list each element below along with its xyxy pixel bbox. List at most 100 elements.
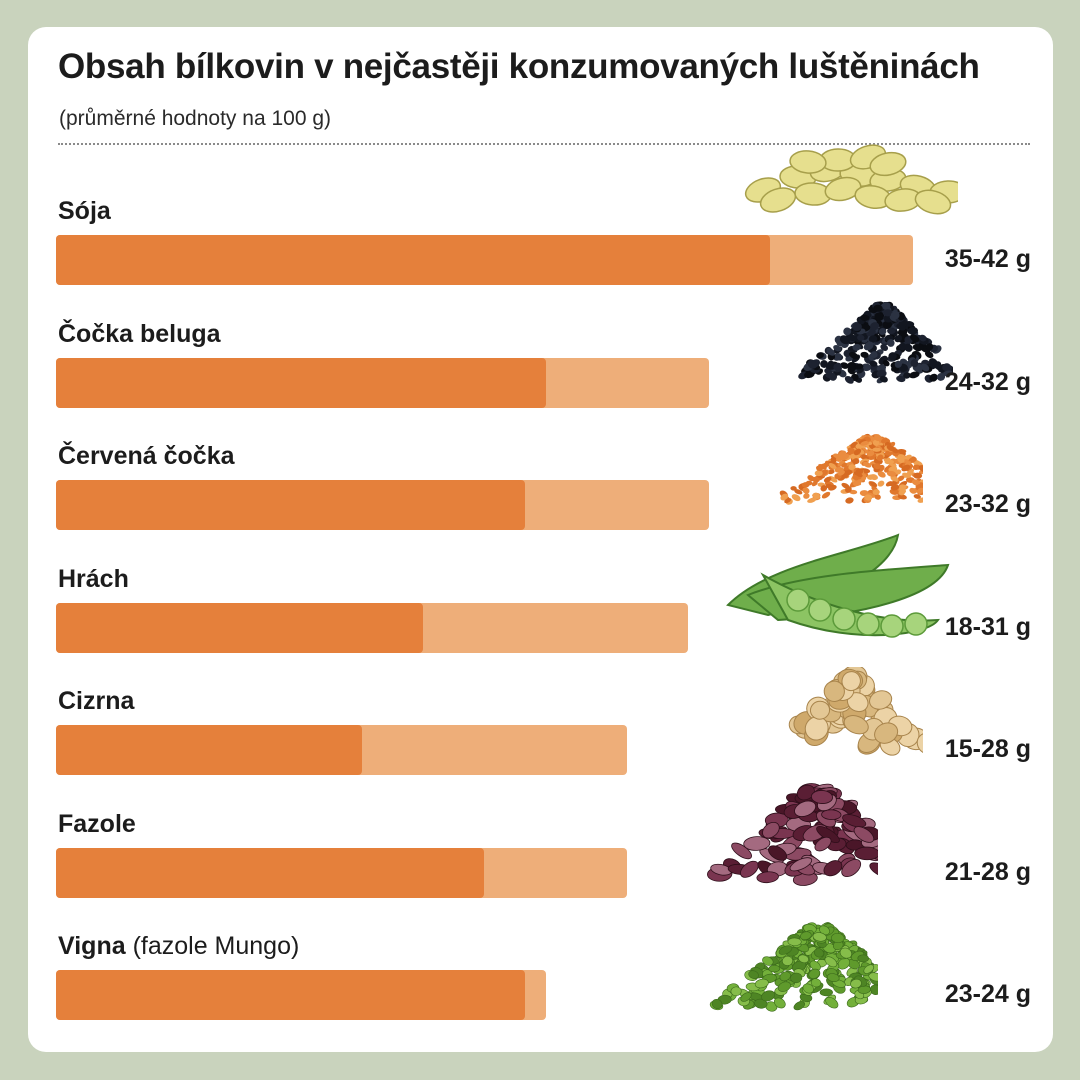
black-lentil	[942, 362, 952, 371]
black-lentil	[869, 360, 878, 367]
red-lentil	[872, 439, 880, 446]
chart-subtitle: (průměrné hodnoty na 100 g)	[59, 107, 332, 130]
red-lentil	[816, 465, 823, 472]
red-lentil	[841, 462, 848, 468]
red-lentil	[902, 472, 911, 478]
red-lentil	[909, 487, 917, 494]
red-lentil	[852, 474, 859, 481]
red-lentil	[898, 490, 905, 496]
red-lentil	[794, 489, 803, 495]
infographic-card: Obsah bílkovin v nejčastěji konzumovanýc…	[28, 27, 1053, 1052]
bar-max-range	[56, 970, 546, 1020]
black-lentil	[920, 363, 930, 371]
mung-bean	[754, 998, 768, 1009]
bar-row: Cizrna 15-28 g	[28, 667, 1053, 797]
chickpea	[869, 690, 893, 710]
mung-bean	[809, 960, 821, 971]
mung-bean	[808, 968, 821, 979]
red-lentil	[912, 464, 921, 471]
kidney-bean	[789, 856, 813, 871]
black-lentil	[873, 304, 883, 312]
red-lentil	[873, 463, 881, 470]
red-lentil	[886, 470, 897, 477]
black-lentil	[833, 344, 842, 351]
pea	[904, 611, 928, 636]
kidney-bean	[854, 846, 878, 860]
black-lentil	[844, 375, 854, 384]
kidney-bean	[762, 821, 780, 838]
kidney-bean	[869, 861, 878, 878]
kidney-bean	[842, 813, 867, 828]
black-lentils-icon	[798, 300, 953, 384]
red-lentil	[837, 470, 845, 476]
red-lentil	[864, 494, 873, 501]
mung-bean	[790, 972, 803, 984]
kidney-bean	[796, 784, 815, 800]
bar-max-range	[56, 725, 628, 775]
mung-bean	[754, 978, 769, 989]
mung-bean	[857, 954, 869, 963]
category-name: Červená čočka	[58, 442, 235, 470]
red-lentil	[803, 493, 810, 499]
chickpea	[809, 700, 831, 720]
soybeans-icon	[744, 144, 958, 215]
kidney-bean	[810, 789, 834, 804]
black-lentil	[825, 371, 836, 378]
red-lentil	[874, 435, 882, 442]
red-lentil	[872, 489, 880, 496]
kidney-bean	[794, 800, 817, 817]
black-lentil	[903, 371, 911, 379]
black-lentil	[936, 372, 946, 381]
red-lentil	[897, 456, 905, 464]
red-lentil	[886, 444, 895, 452]
bar-min-value	[56, 970, 526, 1020]
red-lentil	[877, 480, 885, 487]
bar-min-value	[56, 602, 424, 653]
black-lentil	[890, 310, 900, 320]
red-lentil	[869, 481, 878, 487]
black-lentil	[876, 363, 887, 372]
category-sublabel: (fazole Mungo)	[125, 932, 300, 960]
bar-row: Vigna (fazole Mungo) 23-24 g	[28, 922, 1053, 1042]
red-lentil	[807, 497, 817, 503]
soybean	[824, 176, 862, 202]
red-lentil	[852, 480, 861, 487]
mung-bean	[740, 992, 752, 1002]
red-lentil	[901, 464, 911, 472]
red-lentil	[872, 447, 881, 452]
bar-min-value	[56, 480, 526, 530]
value-label: 23-24 g	[944, 980, 1031, 1008]
mung-beans-icon	[709, 922, 878, 1012]
red-lentil	[897, 475, 905, 482]
bar-min-value	[56, 357, 546, 408]
red-lentil	[812, 492, 820, 499]
black-lentil	[868, 334, 878, 343]
red-lentil	[913, 494, 921, 499]
black-lentil	[870, 350, 878, 358]
pea	[808, 597, 832, 622]
black-lentil	[910, 333, 920, 342]
black-lentil	[924, 350, 934, 358]
kidney-bean	[814, 836, 832, 851]
red-lentil	[896, 449, 907, 454]
bar-row: Fazole 21-28 g	[28, 782, 1053, 920]
mung-bean	[863, 964, 875, 974]
red-lentil	[845, 486, 852, 493]
kidney-bean	[841, 858, 862, 877]
red-lentil	[917, 487, 923, 494]
black-lentil	[882, 359, 890, 366]
black-lentil	[898, 342, 907, 350]
black-lentil	[852, 343, 861, 351]
bar-row: Čočka beluga 24-32 g	[28, 300, 1053, 430]
red-lentil	[790, 486, 797, 491]
black-lentil	[876, 369, 887, 377]
mung-bean	[793, 1001, 806, 1011]
red-lentil	[918, 465, 923, 473]
red-lentil	[828, 484, 837, 491]
mung-bean	[819, 988, 833, 997]
bar-row: Sója 35-42 g	[28, 144, 1053, 307]
black-lentil	[894, 360, 902, 368]
chickpea	[874, 722, 899, 744]
black-lentil	[881, 301, 891, 309]
red-lentil	[791, 494, 801, 502]
